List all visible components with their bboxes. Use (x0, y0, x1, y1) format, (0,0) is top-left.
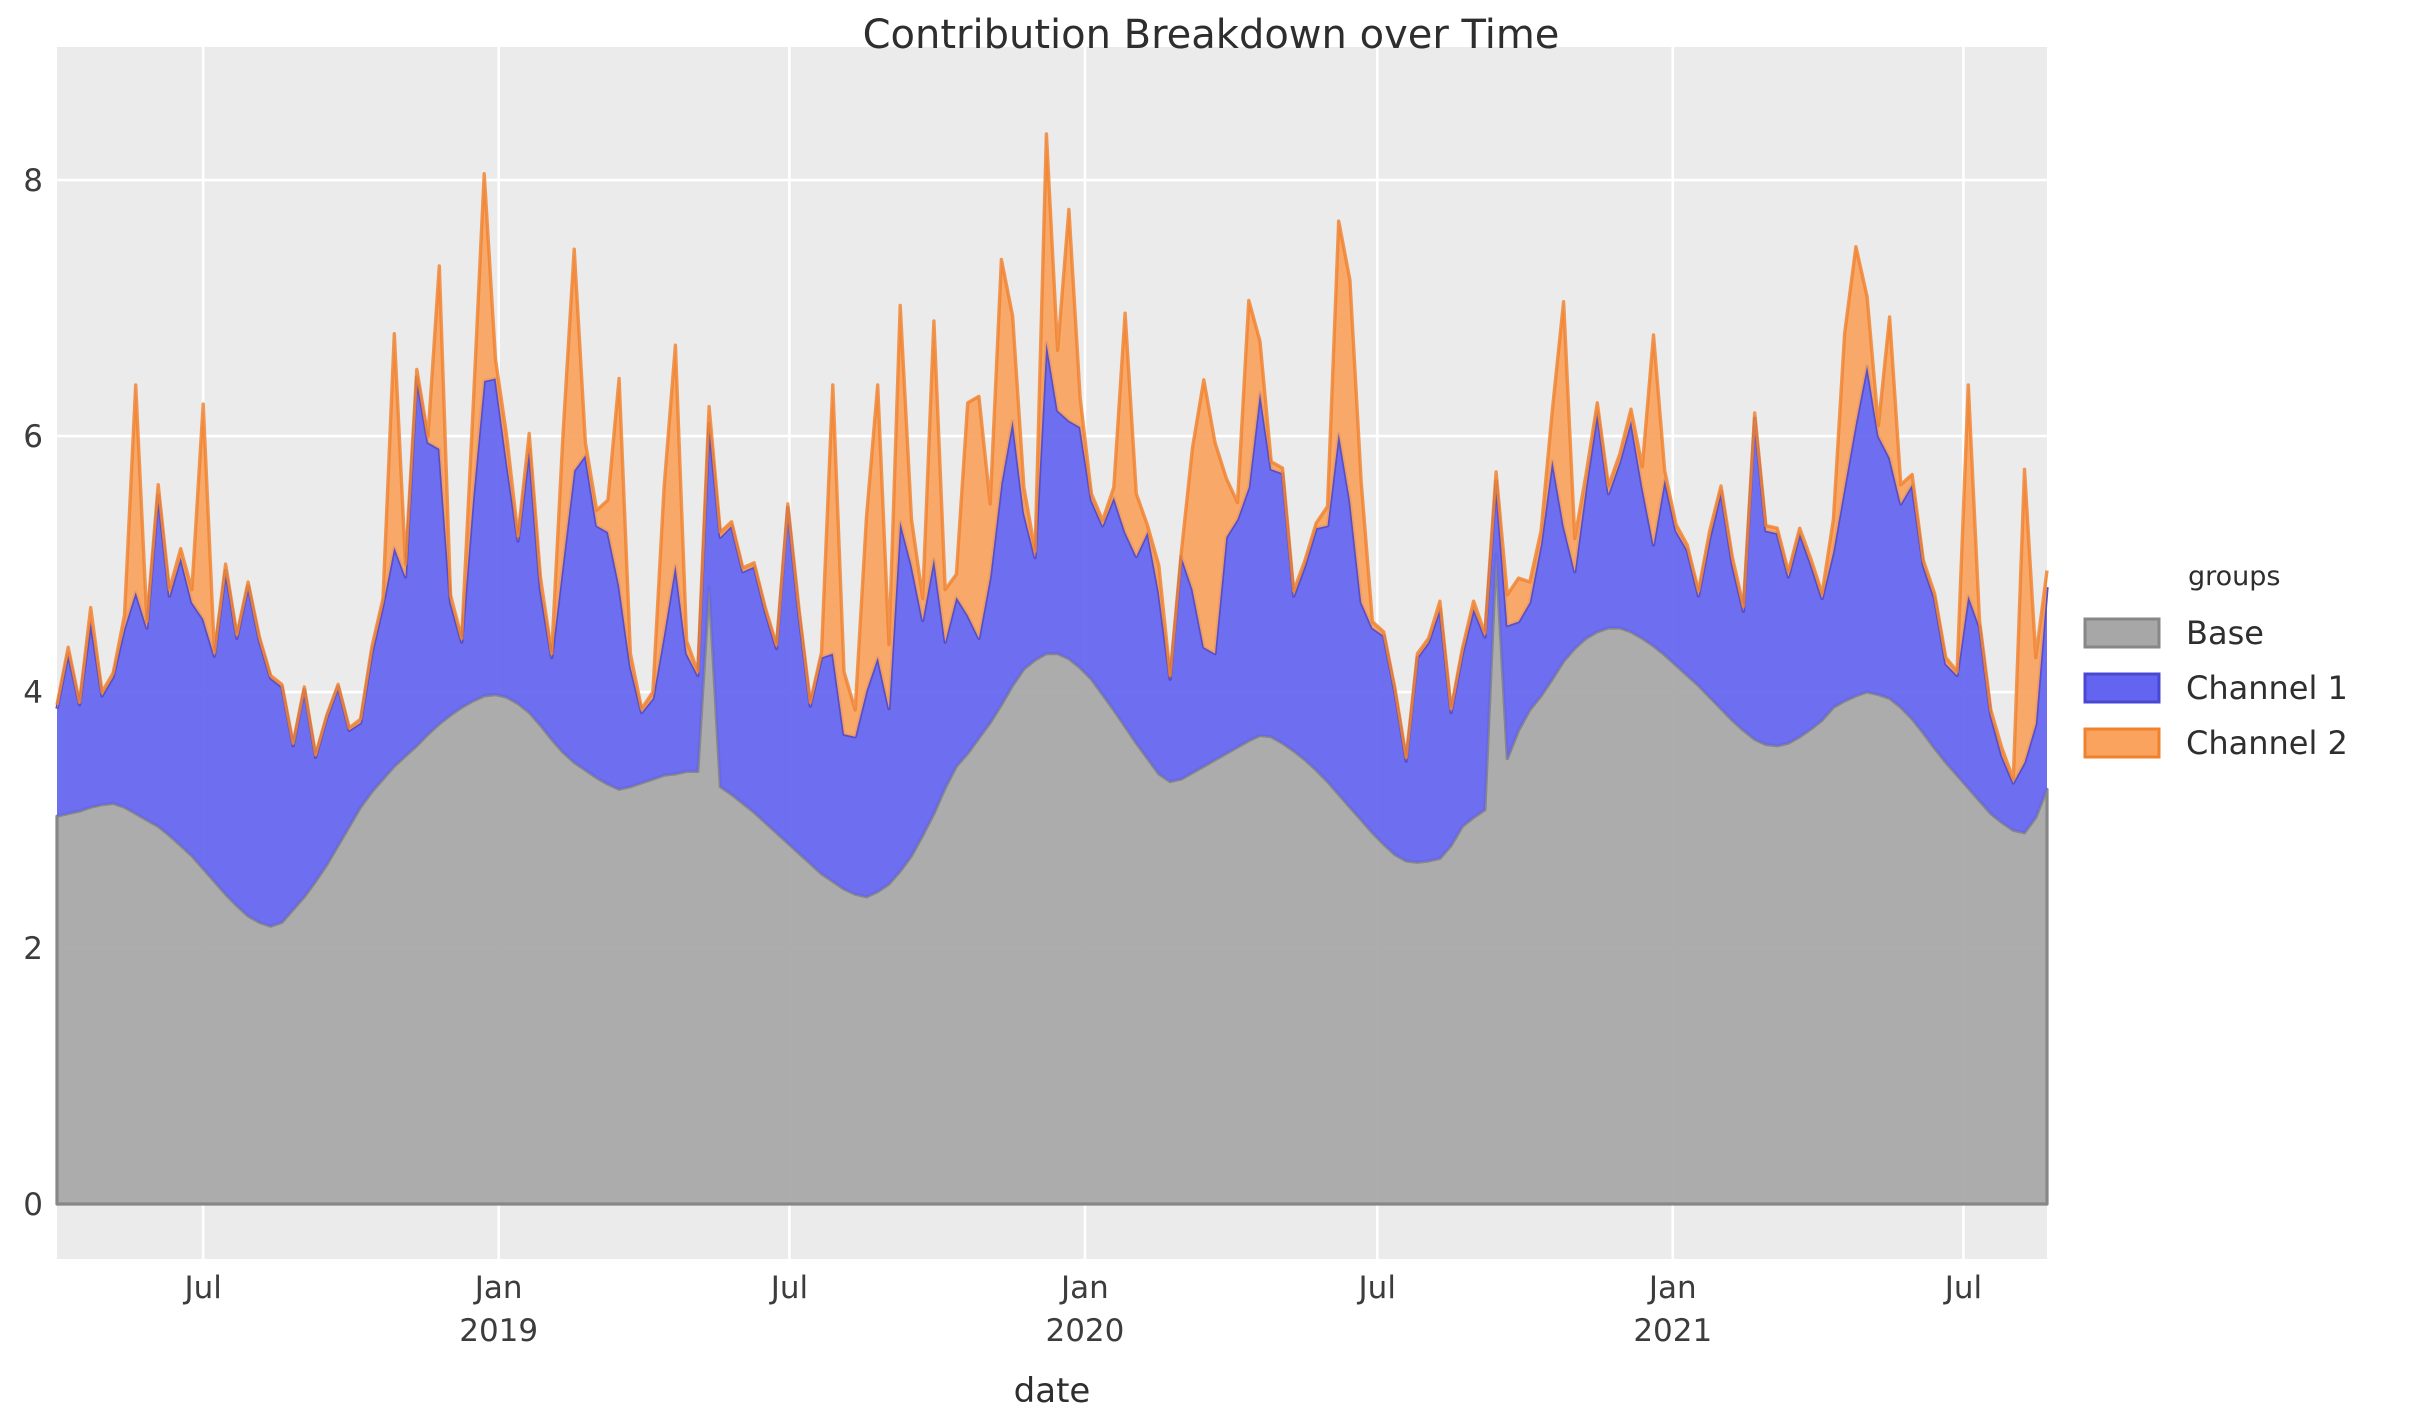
y-tick-label-0: 0 (23, 1187, 43, 1223)
y-tick-label-4: 4 (23, 675, 43, 711)
legend-swatch-base (2083, 617, 2161, 649)
legend: groups Base Channel 1 Channel 2 (2083, 561, 2348, 762)
legend-item-base: Base (2083, 614, 2264, 652)
y-axis-ticks: 0 2 4 6 8 (23, 163, 43, 1223)
legend-title: groups (2188, 561, 2280, 592)
legend-item-channel-2: Channel 2 (2083, 724, 2348, 762)
legend-label-channel-1: Channel 1 (2186, 669, 2348, 707)
y-tick-label-2: 2 (23, 931, 43, 967)
legend-item-channel-1: Channel 1 (2083, 669, 2348, 707)
legend-label-base: Base (2186, 614, 2264, 652)
chart-title: Contribution Breakdown over Time (863, 12, 1560, 58)
x-tick-label-Jan2020: Jan (1059, 1270, 1109, 1306)
x-tick-label-Jan2021: Jan (1647, 1270, 1697, 1306)
x-tick-year-2020: 2020 (1045, 1313, 1124, 1349)
x-axis-label: date (1014, 1371, 1091, 1411)
edge-channel-2 (55, 132, 2049, 781)
y-tick-label-8: 8 (23, 163, 43, 199)
legend-label-channel-2: Channel 2 (2186, 724, 2348, 762)
area-series (55, 132, 2049, 1206)
legend-swatch-channel-1 (2083, 672, 2161, 704)
x-tick-label-Jan2019: Jan (473, 1270, 523, 1306)
y-tick-label-6: 6 (23, 419, 43, 455)
x-axis-ticks: Jul Jan 2019 Jul Jan 2020 Jul Jan 2021 Jul (182, 1270, 1982, 1349)
x-tick-year-2019: 2019 (459, 1313, 538, 1349)
x-tick-label-Jul: Jul (182, 1270, 221, 1306)
x-tick-year-2021: 2021 (1633, 1313, 1712, 1349)
x-tick-label-Jul: Jul (1357, 1270, 1396, 1306)
x-tick-label-Jul: Jul (769, 1270, 808, 1306)
x-tick-label-Jul: Jul (1943, 1270, 1982, 1306)
legend-swatch-channel-2 (2083, 727, 2161, 759)
